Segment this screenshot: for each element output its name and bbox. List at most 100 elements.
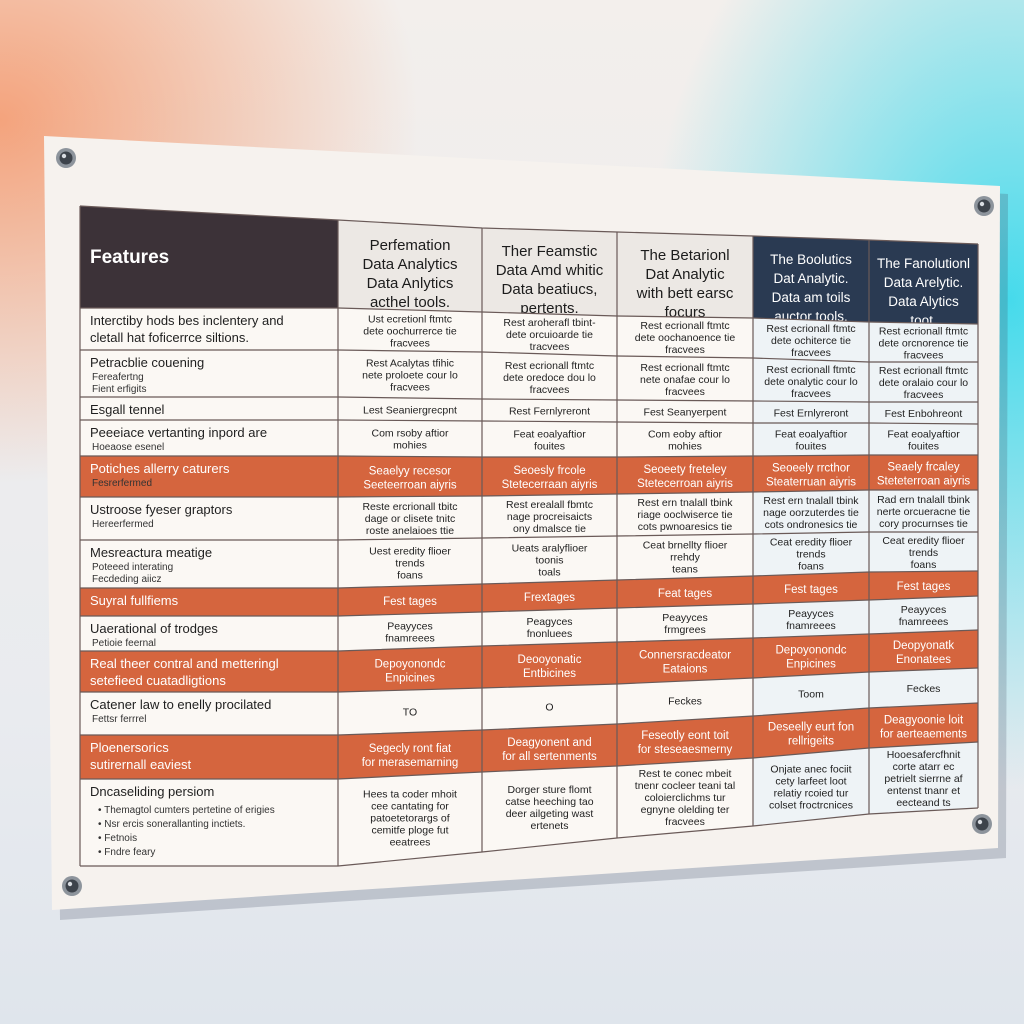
feature-label: Potiches allerry caturers xyxy=(90,461,230,476)
cell-value: Enonatees xyxy=(896,654,951,666)
cell-value: Rest erealall fbmtc xyxy=(506,499,593,511)
feature-cell xyxy=(80,540,338,588)
cell-value: Fest Ernlyreront xyxy=(774,407,849,419)
cell-value: dete oralaio cour lo xyxy=(879,377,968,389)
value-cell xyxy=(338,350,482,399)
feature-cell xyxy=(80,692,338,735)
cell-value: Dorger sture flomt xyxy=(507,784,591,796)
cell-value: Rest Acalytas tfihic xyxy=(366,358,454,370)
cell-value: Feat eoalyaftior xyxy=(887,428,960,440)
cell-value: nete onafae cour lo xyxy=(640,374,730,386)
value-cell xyxy=(753,532,869,576)
feature-cell xyxy=(80,616,338,651)
column-header-line: Data Analytics xyxy=(362,256,457,273)
cell-value: Peagyces xyxy=(526,616,572,628)
cell-value: Rest te conec mbeit xyxy=(639,768,732,780)
value-cell xyxy=(869,322,978,362)
cell-value: dete orcuioarde tie xyxy=(506,329,593,341)
cell-value: ony dmalsce tie xyxy=(513,523,586,535)
cell-value: Enpicines xyxy=(786,659,836,671)
value-cell xyxy=(753,490,869,534)
feature-cell xyxy=(80,735,338,779)
value-cell xyxy=(869,668,978,708)
cell-value: fnonluees xyxy=(527,628,573,640)
cell-value: Hees ta coder mhoit xyxy=(363,788,457,800)
cell-value: rellrigeits xyxy=(788,736,834,748)
value-cell xyxy=(338,688,482,735)
value-cell xyxy=(753,634,869,678)
cell-value: entenst tnanr et xyxy=(887,785,960,797)
screw-icon xyxy=(62,876,82,896)
cell-value: for aerteaements xyxy=(880,728,967,740)
cell-value: Stetecerroan aiyris xyxy=(637,478,733,490)
column-header-line: The Fanolutionl xyxy=(877,256,970,271)
column-header-line: pertents. xyxy=(520,300,578,317)
feature-sublabel: Poteeed interating xyxy=(92,562,173,573)
value-cell xyxy=(753,600,869,638)
header-column-cell xyxy=(338,220,482,312)
feature-label: Peeeiace vertanting inpord are xyxy=(90,425,267,440)
value-cell xyxy=(338,420,482,457)
cell-value: Deooyonatic xyxy=(518,654,582,666)
cell-value: trends xyxy=(395,558,424,570)
column-header-line: The Betarionl xyxy=(640,247,729,264)
cell-value: deer ailgeting wast xyxy=(506,808,594,820)
cell-value: frmgrees xyxy=(664,624,705,636)
cell-value: cee cantating for xyxy=(371,800,449,812)
cell-value: Ust ecretionl ftmtc xyxy=(368,314,452,326)
feature-label: Catener law to enelly procilated xyxy=(90,697,271,712)
feature-label: Interctiby hods bes inclentery and xyxy=(90,313,284,328)
feature-sublabel: Fient erfigits xyxy=(92,384,146,395)
cell-value: trends xyxy=(796,549,825,561)
cell-value: fouites xyxy=(796,440,827,452)
feature-label: sutirernall eaviest xyxy=(90,757,192,772)
cell-value: Rest ern tnalall tbink xyxy=(763,495,859,507)
feature-cell xyxy=(80,397,338,420)
cell-value: dete oochurrerce tie xyxy=(363,326,457,338)
value-cell xyxy=(753,572,869,604)
cell-value: Peayyces xyxy=(662,612,708,624)
cell-value: roste anelaioes ttie xyxy=(366,525,454,537)
value-cell xyxy=(617,456,753,494)
cell-value: fracvees xyxy=(390,338,430,350)
value-cell xyxy=(482,536,617,584)
value-cell xyxy=(617,576,753,608)
column-header-line: Ther Feamstic xyxy=(502,243,598,260)
value-cell xyxy=(338,772,482,866)
column-header-line: Data Anlytics xyxy=(367,275,454,292)
cell-value: Feckes xyxy=(907,683,941,695)
cell-value: Fest tages xyxy=(383,596,437,608)
value-cell xyxy=(869,402,978,424)
value-cell xyxy=(753,455,869,492)
value-cell xyxy=(753,748,869,826)
cell-value: Feat tages xyxy=(658,588,713,600)
value-cell xyxy=(482,580,617,612)
cell-value: ertenets xyxy=(531,820,569,832)
cell-value: Feseotly eont toit xyxy=(641,730,729,742)
cell-value: nage procreisaicts xyxy=(507,511,592,523)
cell-value: Deagyonent and xyxy=(507,737,591,749)
column-header-line: with bett earsc xyxy=(636,285,734,302)
cell-value: Lest Seaniergrecpnt xyxy=(363,404,457,416)
comparison-table: Features Perfemation Data Analytics Data An… xyxy=(44,136,1000,910)
cell-value: Fest Seanyerpent xyxy=(644,407,727,419)
cell-value: dete oochanoence tie xyxy=(635,332,736,344)
value-cell xyxy=(482,457,617,496)
screw-icon xyxy=(974,196,994,216)
value-cell xyxy=(753,401,869,423)
value-cell xyxy=(617,716,753,766)
cell-value: Com rsoby aftior xyxy=(371,428,449,440)
cell-value: Deseelly eurt fon xyxy=(768,722,854,734)
cell-value: Fest tages xyxy=(784,584,838,596)
value-cell xyxy=(617,492,753,536)
value-cell xyxy=(617,316,753,358)
cell-value: Rest ecrionall ftmtc xyxy=(879,326,968,338)
cell-value: Connersracdeator xyxy=(639,650,731,662)
cell-value: Steaterruan aiyris xyxy=(766,476,856,488)
cell-value: fracvees xyxy=(665,816,705,828)
cell-value: Rest ecrionall ftmtc xyxy=(640,320,729,332)
cell-value: Toom xyxy=(798,689,824,701)
feature-label: Esgall tennel xyxy=(90,402,165,417)
cell-value: Rad ern tnalall tbink xyxy=(877,494,971,506)
header-column-cell xyxy=(617,232,753,318)
